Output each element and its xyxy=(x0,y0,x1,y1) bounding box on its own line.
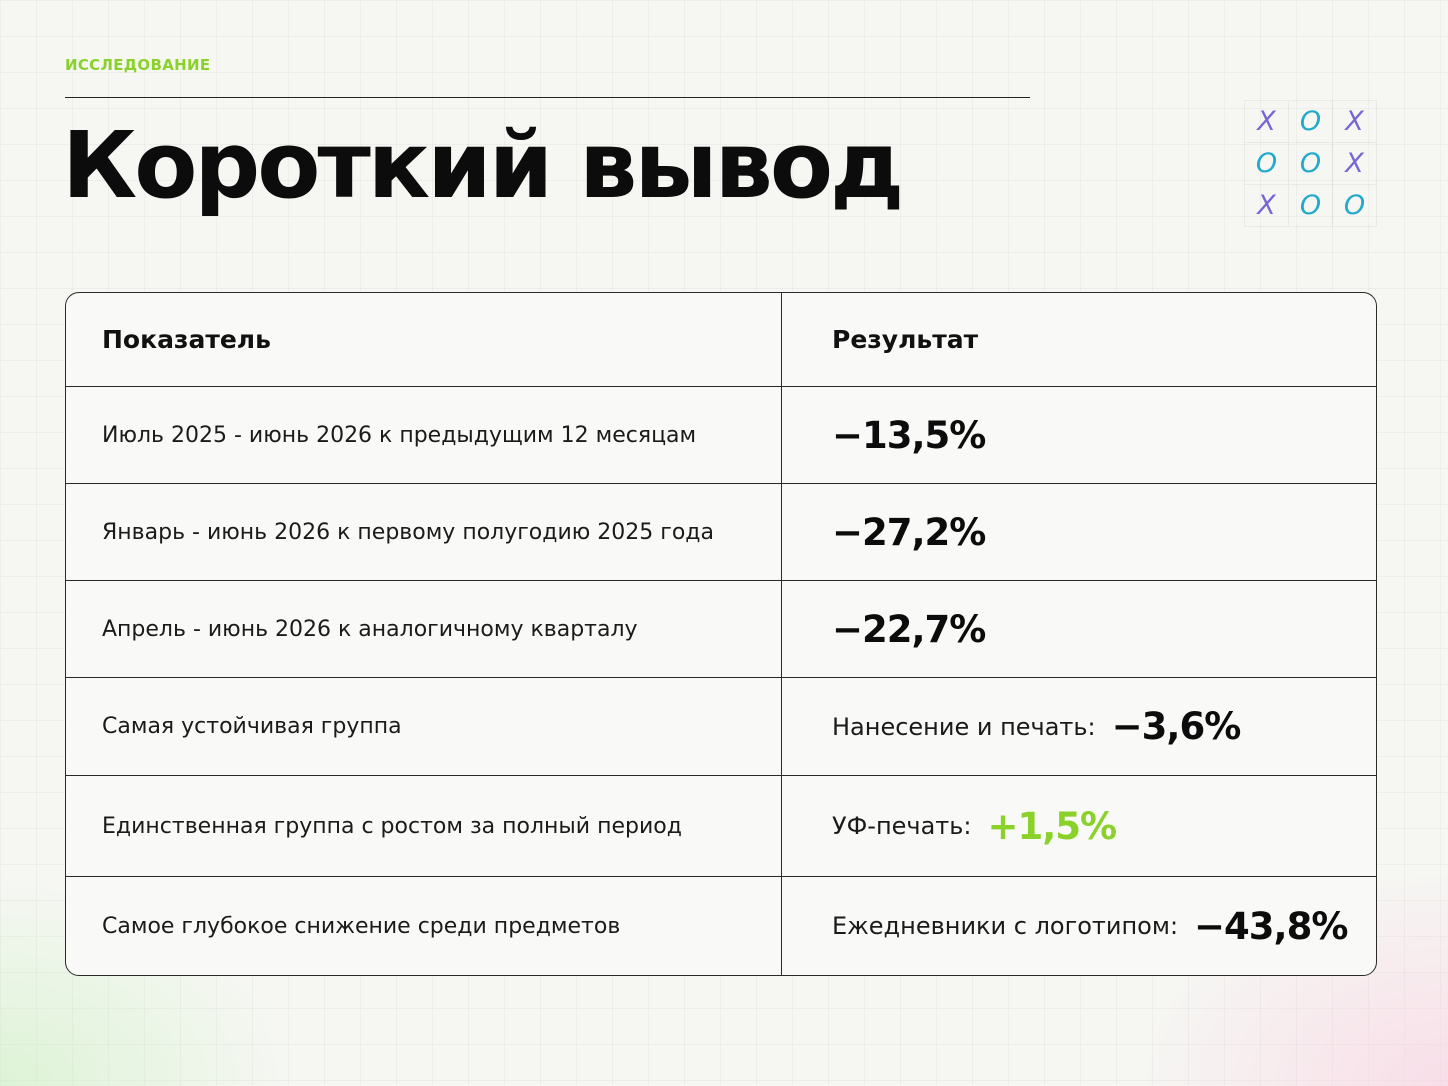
indicator-label: Апрель - июнь 2026 к аналогичному кварта… xyxy=(102,616,638,642)
result-cell: −22,7% xyxy=(782,581,1376,677)
table-row: Июль 2025 - июнь 2026 к предыдущим 12 ме… xyxy=(66,387,1376,484)
section-eyebrow: ИССЛЕДОВАНИЕ xyxy=(65,56,211,74)
table-row: Единственная группа с ростом за полный п… xyxy=(66,776,1376,877)
result-group-label: УФ-печать: xyxy=(832,812,972,840)
result-cell: Ежедневники с логотипом: −43,8% xyxy=(782,877,1376,975)
table-row: Самое глубокое снижение среди предметов … xyxy=(66,877,1376,975)
result-value: −27,2% xyxy=(832,510,986,554)
result-group-label: Ежедневники с логотипом: xyxy=(832,912,1179,940)
ttt-cell: X xyxy=(1333,143,1377,185)
ttt-cell: X xyxy=(1245,101,1289,143)
result-value: −3,6% xyxy=(1111,705,1242,748)
header-divider xyxy=(65,97,1030,98)
indicator-label: Январь - июнь 2026 к первому полугодию 2… xyxy=(102,519,714,545)
ttt-cell: O xyxy=(1289,143,1333,185)
tic-tac-toe-decoration: X O X O O X X O O xyxy=(1244,100,1377,227)
result-value: −13,5% xyxy=(832,413,986,457)
indicator-cell: Апрель - июнь 2026 к аналогичному кварта… xyxy=(66,581,782,677)
indicator-cell: Самая устойчивая группа xyxy=(66,678,782,775)
indicator-cell: Июль 2025 - июнь 2026 к предыдущим 12 ме… xyxy=(66,387,782,483)
result-value: −43,8% xyxy=(1194,904,1348,948)
column-header-indicator: Показатель xyxy=(102,325,271,354)
ttt-cell: O xyxy=(1289,185,1333,227)
indicator-label: Самая устойчивая группа xyxy=(102,714,402,739)
indicator-cell: Январь - июнь 2026 к первому полугодию 2… xyxy=(66,484,782,580)
page-title: Короткий вывод xyxy=(62,112,904,219)
indicator-label: Единственная группа с ростом за полный п… xyxy=(102,813,682,839)
indicator-cell: Самое глубокое снижение среди предметов xyxy=(66,877,782,975)
result-cell: Нанесение и печать: −3,6% xyxy=(782,678,1376,775)
table-row: Апрель - июнь 2026 к аналогичному кварта… xyxy=(66,581,1376,678)
table-header-row: Показатель Результат xyxy=(66,293,1376,387)
ttt-cell: X xyxy=(1245,185,1289,227)
result-cell: −13,5% xyxy=(782,387,1376,483)
result-cell: УФ-печать: +1,5% xyxy=(782,776,1376,876)
result-group-label: Нанесение и печать: xyxy=(832,712,1096,741)
header-cell-indicator: Показатель xyxy=(66,293,782,386)
result-value: +1,5% xyxy=(987,804,1118,848)
indicator-label: Самое глубокое снижение среди предметов xyxy=(102,913,621,939)
summary-table: Показатель Результат Июль 2025 - июнь 20… xyxy=(65,292,1377,976)
ttt-cell: O xyxy=(1245,143,1289,185)
ttt-cell: O xyxy=(1333,185,1377,227)
column-header-result: Результат xyxy=(832,325,979,354)
result-value: −22,7% xyxy=(832,607,986,651)
result-cell: −27,2% xyxy=(782,484,1376,580)
indicator-cell: Единственная группа с ростом за полный п… xyxy=(66,776,782,876)
ttt-cell: X xyxy=(1333,101,1377,143)
table-row: Самая устойчивая группа Нанесение и печа… xyxy=(66,678,1376,776)
ttt-cell: O xyxy=(1289,101,1333,143)
table-row: Январь - июнь 2026 к первому полугодию 2… xyxy=(66,484,1376,581)
header-cell-result: Результат xyxy=(782,293,1376,386)
indicator-label: Июль 2025 - июнь 2026 к предыдущим 12 ме… xyxy=(102,422,697,448)
